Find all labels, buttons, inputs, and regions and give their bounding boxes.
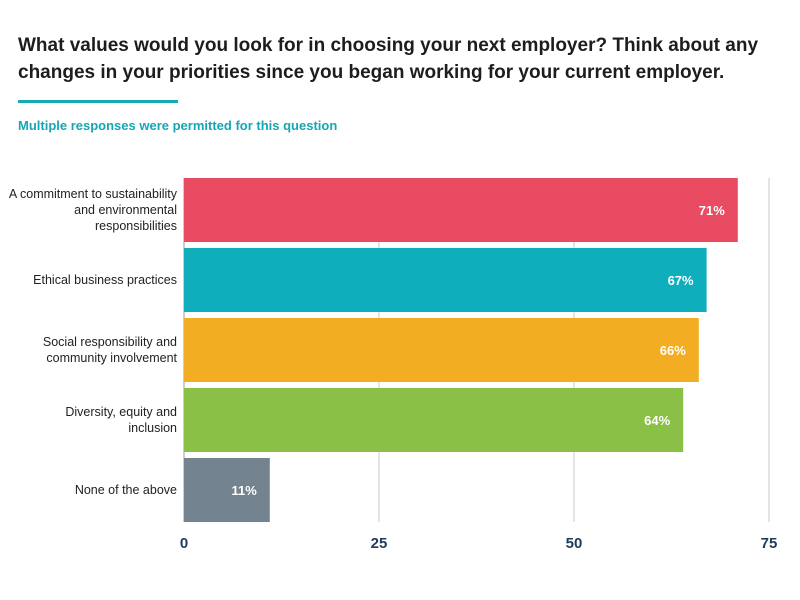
category-label-3-line-1: Social responsibility and [43, 335, 177, 349]
category-label-2: Ethical business practices [33, 273, 177, 287]
bar-4 [184, 388, 684, 452]
bar-3 [184, 318, 699, 382]
category-label-5-line-1: None of the above [75, 483, 177, 497]
data-label-4: 64% [644, 413, 670, 428]
data-label-5: 11% [231, 483, 257, 498]
category-label-1-line-3: responsibilities [95, 219, 177, 233]
chart-subtitle: Multiple responses were permitted for th… [18, 118, 338, 133]
category-label-1-line-1: A commitment to sustainability [9, 187, 178, 201]
category-label-4-line-2: inclusion [128, 421, 177, 435]
accent-rule [18, 100, 178, 103]
bar-1 [184, 178, 738, 242]
category-label-2-line-1: Ethical business practices [33, 273, 177, 287]
data-label-3: 66% [660, 343, 686, 358]
category-label-5: None of the above [75, 483, 177, 497]
chart-title: What values would you look for in choosi… [18, 35, 759, 83]
category-label-1: A commitment to sustainability and enviro… [9, 187, 178, 233]
bar-5 [184, 458, 270, 522]
x-tick-label-75: 75 [761, 535, 778, 552]
category-label-1-line-2: and environmental [74, 203, 177, 217]
data-label-2: 67% [668, 273, 694, 288]
category-label-4: Diversity, equity and inclusion [65, 405, 177, 435]
x-tick-label-25: 25 [371, 535, 388, 552]
category-label-3-line-2: community involvement [46, 351, 177, 365]
category-label-4-line-1: Diversity, equity and [65, 405, 177, 419]
data-label-1: 71% [699, 203, 725, 218]
bar-2 [184, 248, 707, 312]
category-label-3: Social responsibility and community invol… [43, 335, 178, 365]
x-tick-label-50: 50 [566, 535, 583, 552]
x-tick-label-0: 0 [180, 535, 188, 552]
